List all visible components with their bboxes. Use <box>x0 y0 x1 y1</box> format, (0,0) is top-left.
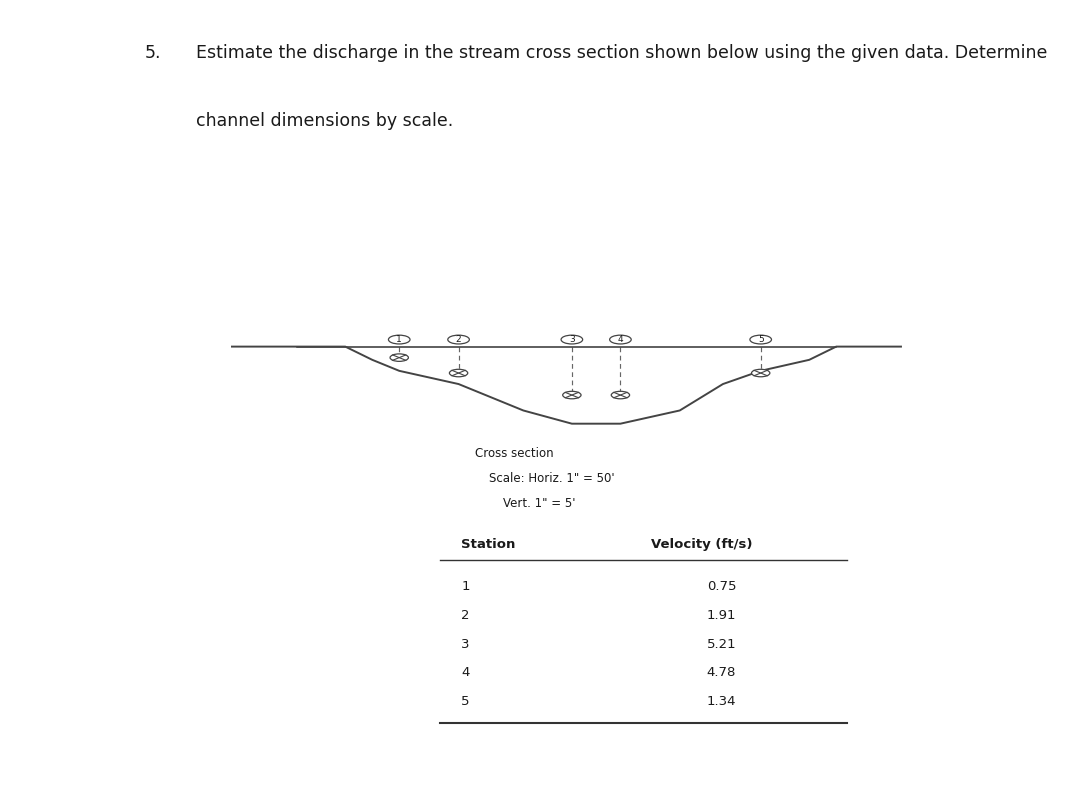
Circle shape <box>448 335 469 344</box>
Text: Vert. 1" = 5': Vert. 1" = 5' <box>504 497 576 510</box>
Text: 3: 3 <box>569 335 575 344</box>
Text: 1.34: 1.34 <box>707 696 736 708</box>
Circle shape <box>561 335 583 344</box>
Text: 4.78: 4.78 <box>707 667 736 679</box>
Text: Scale: Horiz. 1" = 50': Scale: Horiz. 1" = 50' <box>490 473 615 485</box>
Text: 1.91: 1.91 <box>707 609 736 621</box>
Circle shape <box>750 335 771 344</box>
Text: 2: 2 <box>455 335 462 344</box>
Text: 5.: 5. <box>145 44 162 62</box>
Text: Velocity (ft/s): Velocity (ft/s) <box>651 538 752 551</box>
Text: Station: Station <box>462 538 516 551</box>
Text: 0.75: 0.75 <box>707 580 736 592</box>
Text: 5: 5 <box>462 696 469 708</box>
Text: 1: 1 <box>462 580 469 592</box>
Text: 3: 3 <box>462 638 469 650</box>
Text: 4: 4 <box>617 335 624 344</box>
Text: 5: 5 <box>757 335 764 344</box>
Text: Estimate the discharge in the stream cross section shown below using the given d: Estimate the discharge in the stream cro… <box>196 44 1048 62</box>
Circle shape <box>611 391 630 398</box>
Text: channel dimensions by scale.: channel dimensions by scale. <box>196 112 453 130</box>
Text: 5.21: 5.21 <box>707 638 736 650</box>
Circle shape <box>752 369 770 377</box>
Circle shape <box>563 391 582 398</box>
Circle shape <box>388 335 410 344</box>
Text: Cross section: Cross section <box>476 448 554 460</box>
Text: 2: 2 <box>462 609 469 621</box>
Circle shape <box>610 335 631 344</box>
Circle shape <box>450 369 468 377</box>
Circle shape <box>391 354 408 361</box>
Text: 4: 4 <box>462 667 469 679</box>
Text: 1: 1 <box>396 335 402 344</box>
